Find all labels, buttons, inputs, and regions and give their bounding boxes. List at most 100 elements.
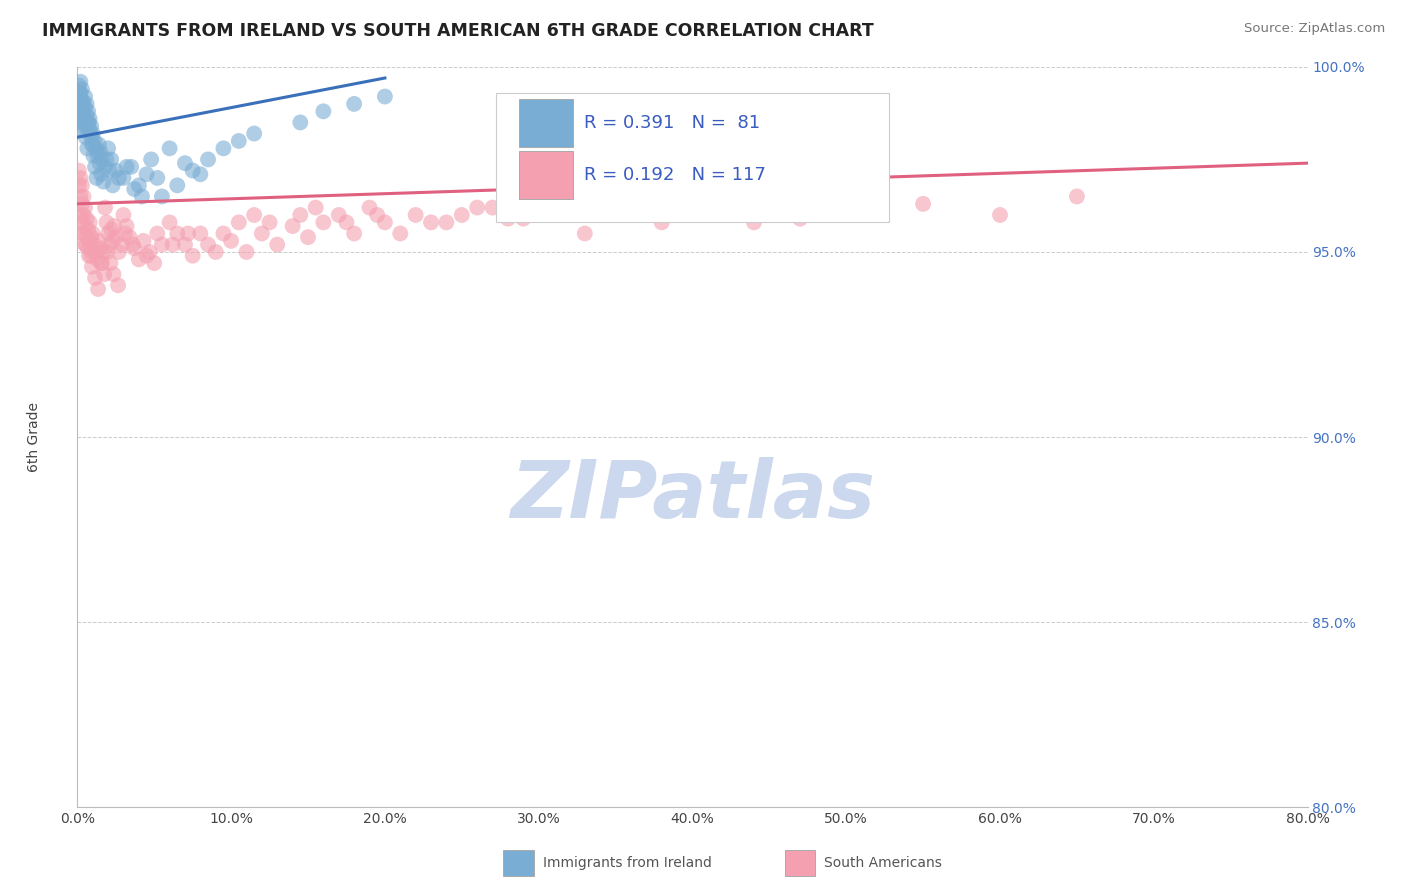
Point xyxy=(93,244,115,259)
Point xyxy=(83,237,105,252)
Point xyxy=(197,237,219,252)
Point xyxy=(108,171,131,186)
Point xyxy=(190,167,212,181)
Point xyxy=(69,86,91,100)
Point xyxy=(115,219,138,233)
Point xyxy=(465,201,488,215)
Point xyxy=(69,112,91,126)
Point xyxy=(742,215,765,229)
Point xyxy=(76,141,98,155)
Point xyxy=(80,130,103,145)
Point xyxy=(94,201,117,215)
Point xyxy=(72,227,94,241)
Point xyxy=(166,227,188,241)
Point xyxy=(100,153,122,167)
Point xyxy=(69,86,91,100)
Point xyxy=(96,215,118,229)
Point xyxy=(114,227,136,241)
Point xyxy=(76,97,98,112)
Point xyxy=(70,82,93,96)
Point xyxy=(166,178,188,193)
Point xyxy=(73,101,96,115)
Point xyxy=(80,230,103,244)
FancyBboxPatch shape xyxy=(496,93,890,222)
Point xyxy=(82,244,104,259)
Point xyxy=(82,127,104,141)
Point xyxy=(651,215,673,229)
Point xyxy=(481,201,503,215)
Point xyxy=(70,97,93,112)
Text: Source: ZipAtlas.com: Source: ZipAtlas.com xyxy=(1244,22,1385,36)
Point xyxy=(359,201,381,215)
Point xyxy=(72,227,94,241)
Point xyxy=(789,211,811,226)
Point xyxy=(121,237,143,252)
Point xyxy=(190,227,212,241)
Point xyxy=(77,115,100,129)
Point xyxy=(150,237,173,252)
Point xyxy=(228,215,250,229)
Point xyxy=(112,171,135,186)
Point xyxy=(89,145,111,159)
Point xyxy=(312,104,335,119)
Point xyxy=(204,244,226,259)
Point xyxy=(87,145,110,159)
FancyBboxPatch shape xyxy=(785,850,815,876)
Point xyxy=(72,97,94,112)
Point xyxy=(100,256,122,270)
Point xyxy=(73,119,96,133)
Point xyxy=(835,208,858,222)
Point xyxy=(97,141,120,155)
Point xyxy=(67,178,90,193)
Point xyxy=(70,197,93,211)
Point xyxy=(250,227,273,241)
Point xyxy=(328,208,350,222)
Point xyxy=(159,215,181,229)
Point xyxy=(67,104,90,119)
Point xyxy=(70,104,93,119)
Point xyxy=(79,215,101,229)
Point xyxy=(115,160,138,174)
Point xyxy=(89,241,111,255)
Point xyxy=(69,171,91,186)
Point xyxy=(90,153,114,167)
Point xyxy=(98,163,121,178)
Point xyxy=(558,208,581,222)
Point xyxy=(72,189,94,203)
Point xyxy=(90,256,114,270)
Point xyxy=(76,230,98,244)
Point xyxy=(141,153,163,167)
Point xyxy=(67,163,90,178)
Point xyxy=(89,156,111,170)
Point xyxy=(988,208,1011,222)
Point xyxy=(108,244,131,259)
Point xyxy=(122,182,145,196)
Point xyxy=(72,108,94,122)
Point xyxy=(574,227,596,241)
Text: Immigrants from Ireland: Immigrants from Ireland xyxy=(543,856,711,870)
Point xyxy=(1066,189,1088,203)
Point xyxy=(374,89,396,103)
Point xyxy=(70,178,93,193)
Point xyxy=(620,208,643,222)
Point xyxy=(83,134,105,148)
Point xyxy=(177,227,200,241)
Text: ZIPatlas: ZIPatlas xyxy=(510,458,875,535)
Point xyxy=(70,93,93,107)
Point xyxy=(73,237,96,252)
Point xyxy=(84,160,107,174)
Point xyxy=(86,252,108,267)
Point xyxy=(243,127,266,141)
Point xyxy=(197,153,219,167)
Point xyxy=(76,108,98,122)
Point xyxy=(80,137,103,152)
Point xyxy=(79,234,101,248)
Point xyxy=(72,208,94,222)
Point xyxy=(104,163,127,178)
Point xyxy=(259,215,281,229)
Point xyxy=(67,89,90,103)
Point xyxy=(420,215,443,229)
Point xyxy=(93,267,115,281)
Point xyxy=(174,156,197,170)
Point xyxy=(82,137,104,152)
